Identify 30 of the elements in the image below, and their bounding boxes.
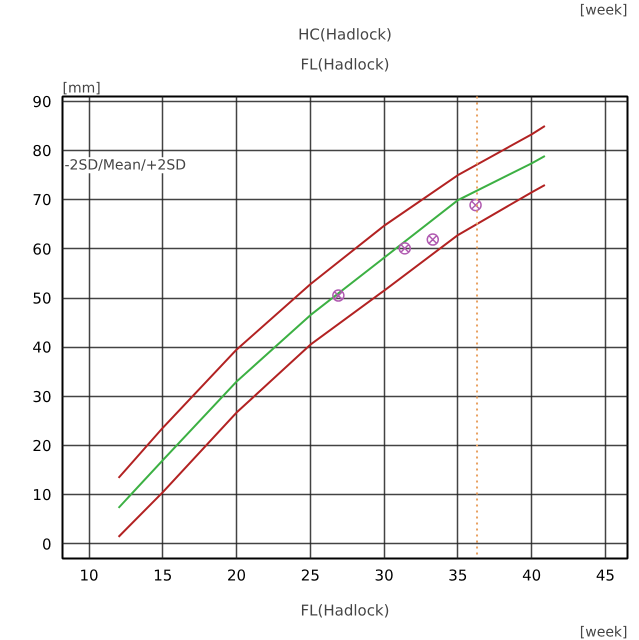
point: [398, 242, 411, 255]
y-tick-label: 90: [32, 92, 52, 111]
y-tick-label: 50: [32, 290, 52, 308]
y-tick-label: 10: [32, 486, 52, 504]
y-tick-label: 60: [32, 240, 52, 258]
y-tick-label: 80: [32, 142, 52, 160]
x-tick-label: 35: [448, 566, 468, 584]
text: [week]: [580, 624, 628, 640]
text: [week]: [580, 2, 628, 18]
y-tick-label: 40: [32, 338, 52, 357]
x-tick-label: 45: [596, 566, 615, 584]
line-series: [118, 184, 546, 538]
y-tick-label: 30: [32, 388, 52, 406]
annotation: -2SD/Mean/+2SD: [64, 157, 186, 174]
x-tick-label: 30: [374, 566, 394, 584]
x-tick-label: 40: [522, 566, 542, 584]
chart-subtitle: FL(Hadlock): [300, 56, 390, 74]
y-tick-label: 20: [32, 436, 52, 455]
y-axis-title: [mm]: [62, 80, 101, 96]
x-tick-label: 20: [227, 566, 246, 584]
y-tick-label: 0: [42, 535, 52, 554]
point: [332, 289, 345, 302]
x-tick-label: 25: [300, 566, 320, 584]
point: [469, 198, 482, 212]
point: [426, 233, 440, 246]
y-tick-label: 70: [32, 191, 52, 210]
chart-title: HC(Hadlock): [298, 26, 392, 44]
x-tick-label: 10: [80, 566, 99, 584]
x-axis-title: FL(Hadlock): [300, 602, 390, 620]
x-tick-label: 15: [153, 566, 172, 584]
